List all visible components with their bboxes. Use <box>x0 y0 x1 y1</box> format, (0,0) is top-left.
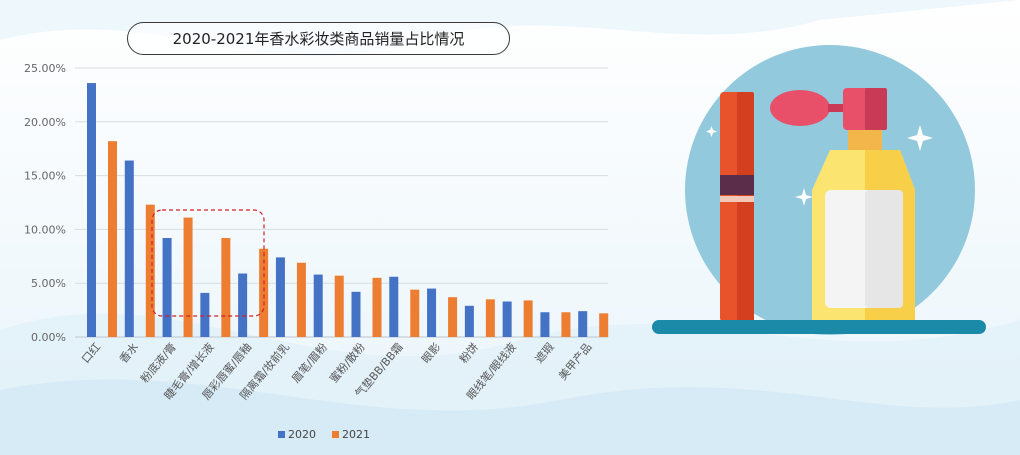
x-tick-label: 香水 <box>117 341 141 366</box>
sparkle-icon <box>706 125 933 206</box>
y-tick-label: 15.00% <box>24 170 66 183</box>
bar-2020-2 <box>162 238 172 337</box>
lipstick-icon <box>720 92 754 322</box>
cosmetics-illustration <box>652 45 986 335</box>
bar-2020-0 <box>87 83 96 338</box>
x-tick-label: 美甲产品 <box>556 340 595 383</box>
bar-2021-5 <box>296 262 306 337</box>
legend-swatch-2020 <box>278 431 285 438</box>
bar-2021-11 <box>523 300 533 337</box>
x-axis-labels: 口红 香水粉底液/膏睫毛膏/增长液唇彩唇蜜/唇釉隔离霜/妆前乳眉笔/眉粉蜜粉/散粉… <box>79 340 594 402</box>
x-tick-label: 蜜粉/散粉 <box>326 340 367 386</box>
bar-2020-6 <box>313 274 323 337</box>
y-tick-label: 20.00% <box>24 116 66 129</box>
x-tick-label: 眉笔/眉粉 <box>289 340 330 386</box>
bar-2021-7 <box>372 277 382 337</box>
perfume-bottle-icon <box>770 88 915 322</box>
bars <box>87 83 609 338</box>
bar-2021-12 <box>561 312 571 337</box>
bar-2021-4 <box>259 248 269 337</box>
bar-2020-7 <box>351 291 361 337</box>
bar-2021-10 <box>485 299 495 337</box>
bar-chart: 0.00%5.00%10.00%15.00%20.00%25.00% 口红 香水粉… <box>24 62 609 441</box>
bar-2020-12 <box>540 312 550 337</box>
bar-2020-10 <box>464 305 474 337</box>
bar-2021-13 <box>599 313 609 337</box>
x-tick-label: 粉饼 <box>456 340 481 366</box>
y-tick-label: 0.00% <box>31 331 66 344</box>
y-tick-label: 5.00% <box>31 277 66 290</box>
x-tick-label: 遮瑕 <box>532 340 557 366</box>
legend-label-2021: 2021 <box>342 428 370 441</box>
bar-2021-1 <box>145 204 155 337</box>
bar-2020-13 <box>578 311 588 337</box>
highlight-box <box>151 209 265 317</box>
y-tick-label: 10.00% <box>24 223 66 236</box>
x-tick-label: 口红 <box>79 341 103 366</box>
legend-swatch-2021 <box>332 431 339 438</box>
shelf <box>652 320 986 334</box>
x-tick-label: 眼影 <box>419 341 443 366</box>
x-tick-label: 粉底液/膏 <box>137 340 178 386</box>
bar-2020-11 <box>502 301 512 337</box>
y-axis-ticks: 0.00% 5.00% 10.00% 15.00% 20.00% 25.00% <box>24 62 66 344</box>
bar-2020-4 <box>238 273 248 337</box>
bar-2021-0 <box>108 141 117 337</box>
bar-2020-3 <box>200 292 210 337</box>
bar-2021-8 <box>410 289 420 337</box>
bar-2021-6 <box>334 275 344 337</box>
bar-2021-2 <box>183 217 193 337</box>
legend-label-2020: 2020 <box>288 428 316 441</box>
bar-2021-9 <box>448 297 458 337</box>
legend: 2020 2021 <box>278 428 370 441</box>
bar-2020-9 <box>427 288 437 337</box>
bar-2020-8 <box>389 276 399 337</box>
chart-title: 2020-2021年香水彩妆类商品销量占比情况 <box>127 22 510 55</box>
bar-2020-1 <box>124 160 134 337</box>
bar-2021-3 <box>221 238 231 337</box>
bar-2020-5 <box>275 257 285 337</box>
y-tick-label: 25.00% <box>24 62 66 75</box>
